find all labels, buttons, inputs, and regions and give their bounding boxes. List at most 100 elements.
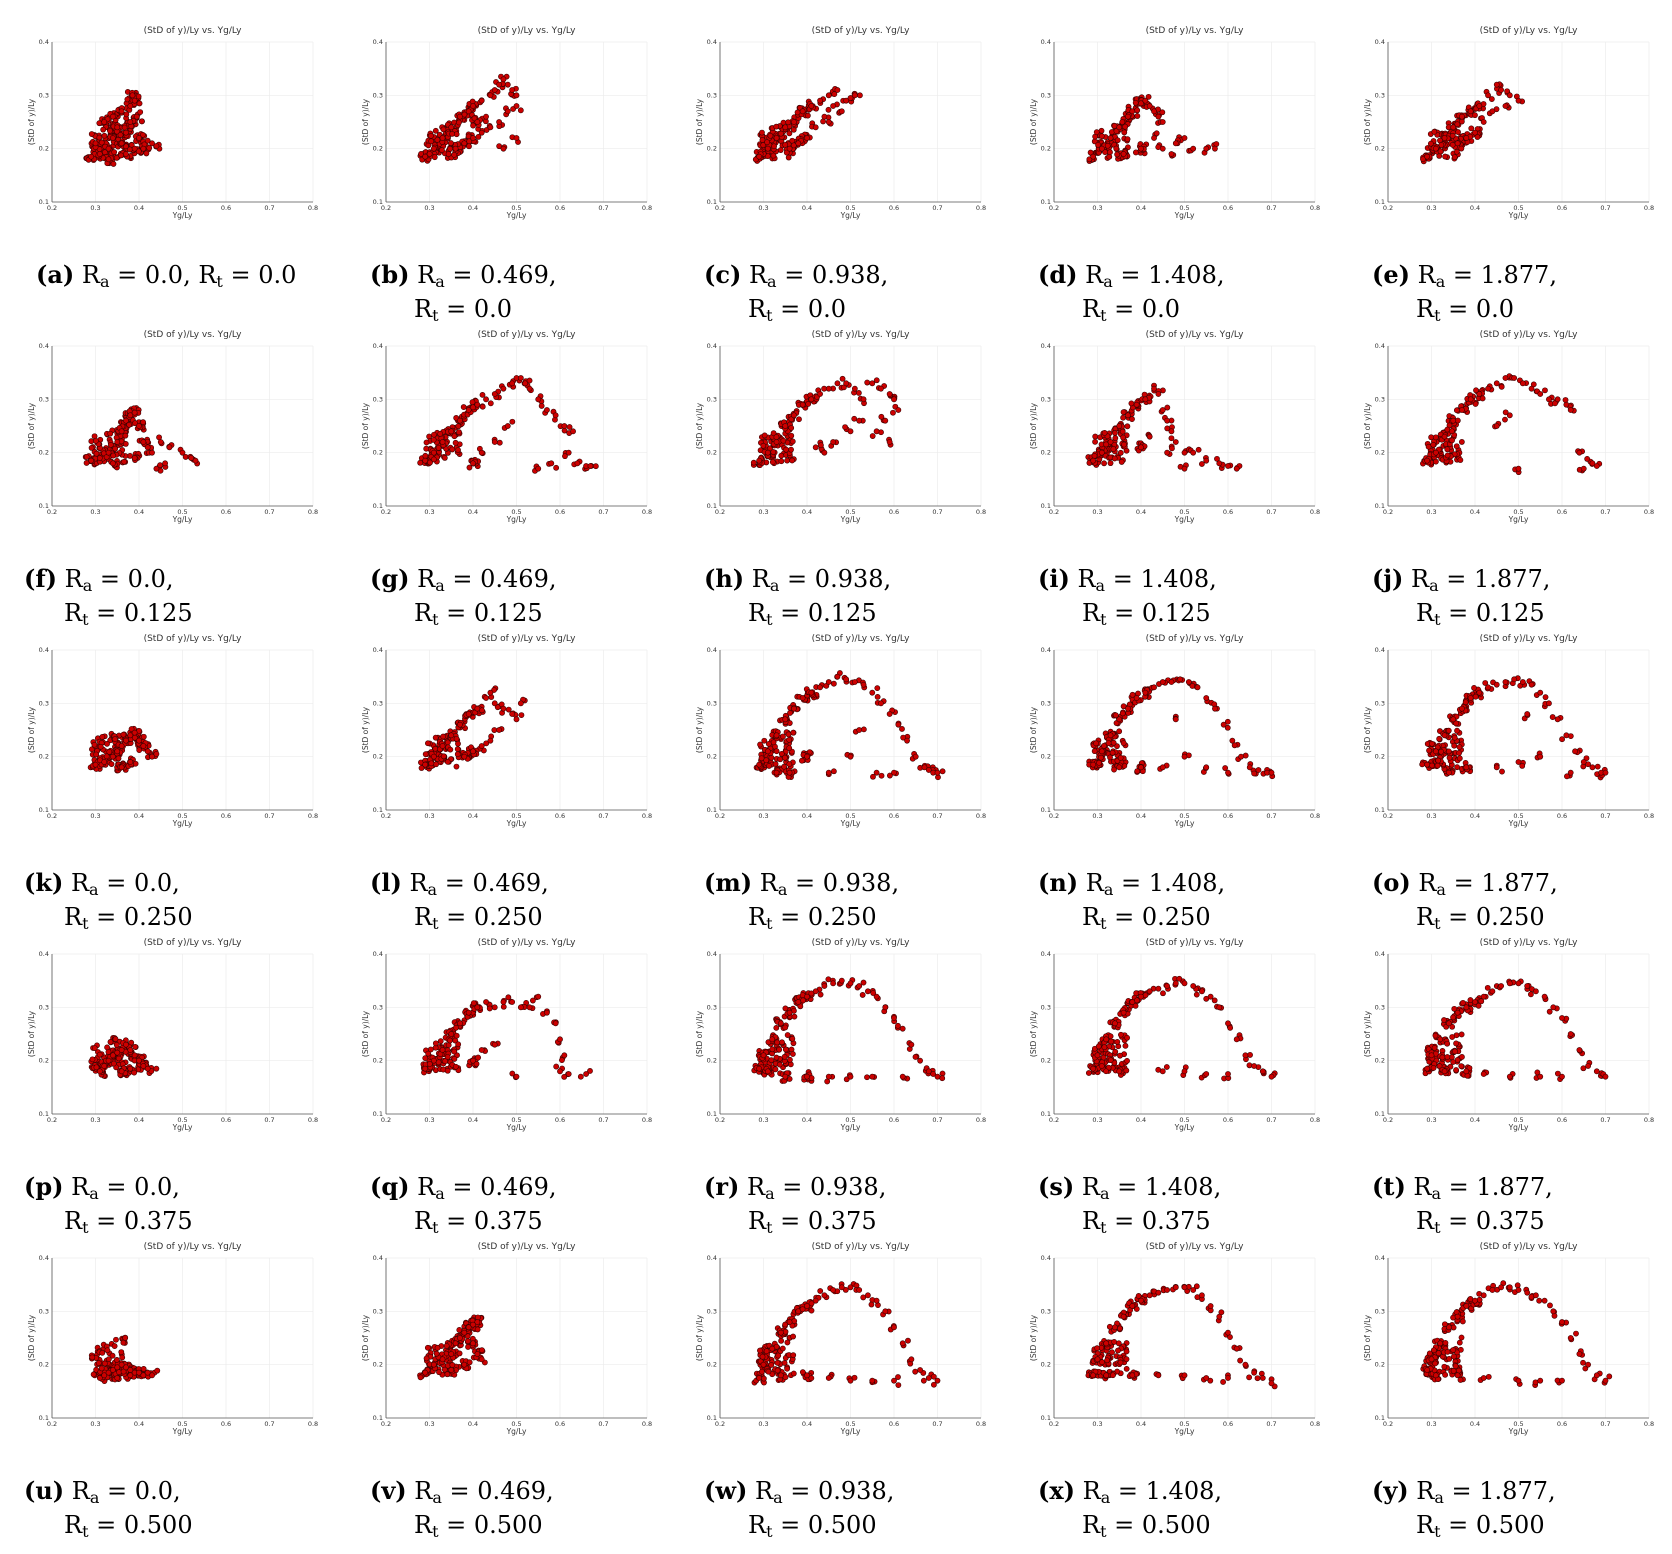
y-tick-label: 0.4 [373,950,383,958]
scatter-point [773,1024,780,1031]
scatter-point [505,994,512,1001]
scatter-point [475,1054,482,1061]
scatter-point [149,140,155,147]
scatter-point [118,152,124,159]
scatter-point [1432,1032,1439,1039]
scatter-point [1091,453,1098,459]
scatter-point [93,450,100,457]
scatter-point [1459,705,1465,712]
scatter-point [448,124,455,131]
scatter-point [1190,449,1197,456]
x-tick-label: 0.7 [1600,1116,1610,1124]
scatter-point [466,143,472,150]
x-tick-label: 0.4 [468,508,478,516]
scatter-point [1169,445,1175,452]
scatter-point [131,409,138,416]
x-axis-label: Yg/Ly [1174,515,1195,524]
y-tick-label: 0.4 [1375,38,1385,46]
scatter-point [570,428,576,435]
scatter-point [1103,1068,1109,1075]
scatter-point [1450,716,1457,723]
scatter-point [1220,721,1227,728]
scatter-point [439,135,446,141]
x-tick-label: 0.3 [90,1116,100,1124]
x-tick-label: 0.5 [511,812,521,820]
scatter-point [123,151,129,157]
scatter-point [105,1057,112,1064]
scatter-point [496,81,502,88]
scatter-point [761,432,768,439]
scatter-plot-t: (StD of y)/Ly vs. Yg/Ly0.2 0.3 0.4 0.5 0.6 0.… [1363,938,1654,1132]
scatter-point [1502,679,1509,685]
scatter-plot-n: (StD of y)/Ly vs. Yg/Ly0.2 0.3 0.4 0.5 0.6 0.… [1029,634,1320,828]
scatter-point [1485,385,1491,392]
scatter-point [1432,449,1439,456]
y-tick-label: 0.3 [1041,91,1051,99]
x-tick-label: 0.2 [47,508,57,516]
caption-label: (k) [24,868,64,897]
scatter-point [483,396,489,403]
scatter-point [939,1075,946,1082]
scatter-point [825,119,832,125]
scatter-plot-b: (StD of y)/Ly vs. Yg/Ly0.2 0.3 0.4 0.5 0.6 0.… [361,26,652,220]
scatter-point [765,741,772,747]
scatter-point [487,400,494,407]
y-tick-label: 0.2 [39,1057,49,1065]
scatter-plot-r: (StD of y)/Ly vs. Yg/Ly0.2 0.3 0.4 0.5 0.6 0.… [695,938,986,1132]
caption-value: 0.0 [127,565,166,593]
scatter-point [899,726,905,732]
scatter-point [447,140,454,146]
scatter-point [483,695,489,701]
x-tick-label: 0.5 [1179,1116,1189,1124]
caption-label: (m) [704,868,753,897]
scatter-point [461,753,468,760]
scatter-point [432,734,439,741]
scatter-point [1113,145,1120,152]
scatter-plot-s: (StD of y)/Ly vs. Yg/Ly0.2 0.3 0.4 0.5 0.6 0.… [1029,938,1320,1132]
scatter-point [1451,1005,1458,1012]
x-tick-label: 0.6 [221,508,231,516]
scatter-point [93,1064,100,1071]
scatter-point [1456,755,1463,762]
scatter-point [491,727,498,733]
caption-value: 0.938 [814,565,884,593]
x-axis-label: Yg/Ly [840,211,861,220]
scatter-point [1194,684,1201,691]
scatter-point [1100,1054,1107,1061]
scatter-point [804,993,810,1000]
scatter-point [1242,1052,1249,1059]
scatter-point [574,460,581,467]
scatter-point [1103,1036,1110,1043]
scatter-point [1238,753,1244,760]
scatter-point [925,1068,932,1075]
scatter-point [1451,742,1458,749]
scatter-point [812,988,819,995]
y-axis-label: (StD of y)/Ly [695,98,704,145]
caption-label: (a) [36,260,75,289]
subplot-b: (StD of y)/Ly vs. Yg/Ly 0.2 0.3 0.4 0.5 0.6 0.… [334,20,668,325]
x-tick-label: 0.8 [642,812,652,820]
y-tick-label: 0.2 [707,1057,717,1065]
caption-value: 0.0 [1475,295,1515,323]
x-tick-label: 0.3 [90,812,100,820]
scatter-point [1454,764,1461,771]
scatter-point [425,1050,432,1057]
x-tick-label: 0.8 [1310,812,1320,820]
scatter-point [557,1036,563,1043]
plot-title: (StD of y)/Ly vs. Yg/Ly [1146,330,1244,340]
scatter-point [934,1073,941,1080]
scatter-point [1138,100,1144,107]
scatter-point [750,459,757,466]
scatter-point [437,431,444,437]
scatter-point [786,761,793,767]
scatter-point [787,1056,793,1063]
scatter-point [439,439,446,445]
scatter-point [1424,153,1431,160]
scatter-point [478,1047,485,1053]
scatter-point [847,980,854,987]
scatter-point [1502,409,1509,416]
scatter-point [899,1073,906,1080]
scatter-point [1129,999,1136,1005]
scatter-point [1138,764,1144,771]
scatter-point [1120,740,1127,747]
